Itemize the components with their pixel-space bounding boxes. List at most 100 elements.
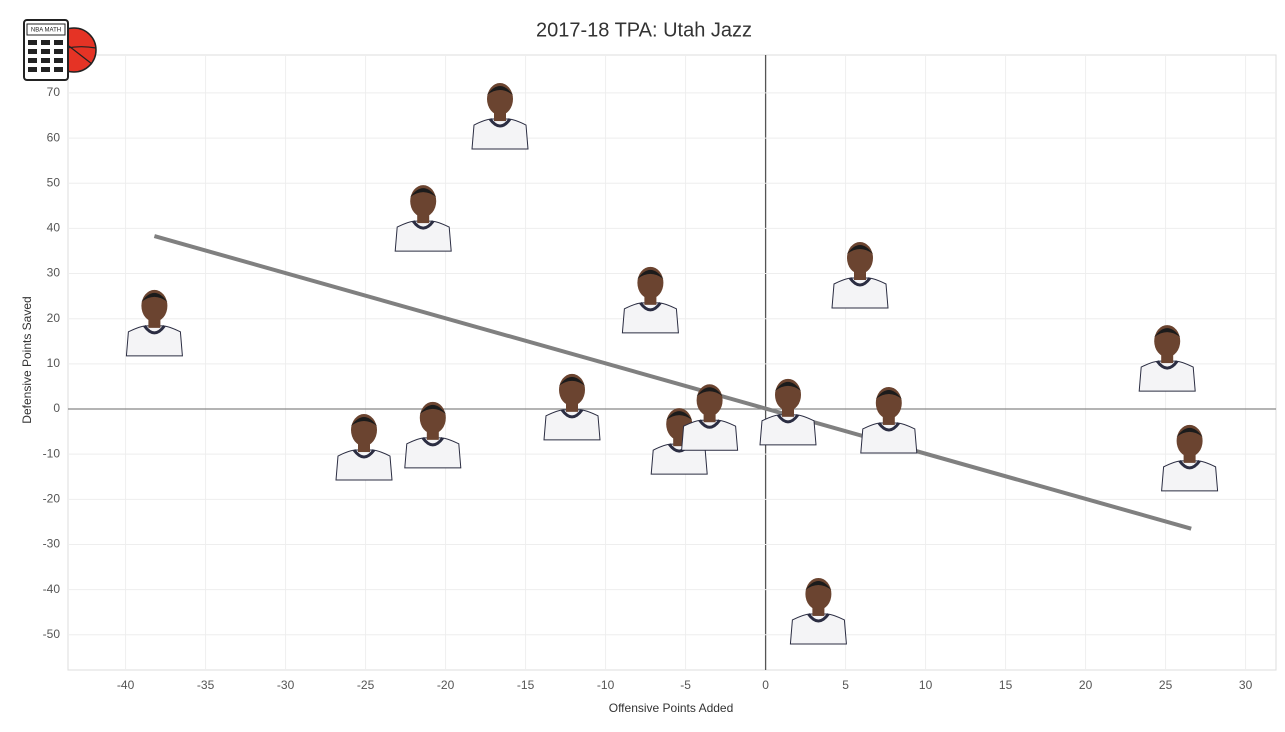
neck	[782, 406, 794, 417]
y-tick-label: -20	[43, 491, 61, 505]
x-tick-label: 15	[999, 678, 1013, 692]
jersey	[860, 422, 918, 454]
collar	[352, 449, 376, 459]
jersey	[789, 613, 847, 645]
player-marker	[335, 414, 393, 481]
x-tick-label: -15	[517, 678, 535, 692]
neck	[566, 401, 578, 412]
y-tick-label: 60	[47, 130, 61, 144]
x-tick-label: -10	[597, 678, 615, 692]
y-tick-label: 40	[47, 221, 61, 235]
player-marker	[789, 577, 847, 645]
collar	[776, 413, 800, 424]
x-tick-label: 10	[919, 678, 933, 692]
hair	[1154, 328, 1181, 338]
jersey	[471, 118, 529, 150]
jersey	[543, 409, 601, 441]
hair	[775, 381, 801, 391]
hair	[487, 86, 513, 96]
grid	[68, 55, 1276, 670]
hair	[805, 580, 832, 590]
neck	[644, 294, 657, 305]
player-marker	[681, 384, 739, 451]
player-marker	[759, 378, 817, 446]
y-tick-label: 10	[47, 356, 61, 370]
collar	[877, 422, 901, 432]
x-tick-label: -5	[680, 678, 691, 692]
y-axis-label: Defensive Points Saved	[20, 296, 34, 423]
jersey	[681, 419, 739, 451]
player-marker	[543, 373, 601, 441]
collar	[1155, 360, 1179, 370]
trend-line	[153, 234, 1192, 531]
neck	[812, 605, 825, 616]
hair	[351, 417, 377, 427]
logo-text: NBA MATH	[31, 28, 61, 34]
y-tick-label: -10	[43, 446, 61, 460]
neck	[417, 213, 430, 224]
hair	[419, 404, 446, 414]
collar	[143, 324, 166, 335]
neck	[1161, 353, 1174, 364]
hair	[696, 387, 723, 397]
collar	[1178, 459, 1201, 470]
chart-title: 2017-18 TPA: Utah Jazz	[536, 19, 752, 41]
jersey	[125, 325, 183, 357]
collar	[639, 301, 662, 312]
neck	[426, 429, 439, 440]
x-tick-label: 30	[1239, 678, 1253, 692]
hair	[410, 188, 437, 198]
plot-area	[67, 54, 1277, 671]
collar	[698, 419, 721, 429]
y-tick-label: 70	[47, 85, 61, 99]
collar	[488, 118, 512, 128]
y-tick-label: 50	[47, 175, 61, 189]
logo: NBA MATH	[23, 19, 97, 81]
player-marker	[471, 83, 529, 150]
player-marker	[394, 185, 452, 252]
jersey	[759, 414, 817, 446]
hair	[875, 389, 902, 399]
x-tick-label: -35	[197, 678, 215, 692]
jersey	[1161, 460, 1219, 492]
jersey	[1138, 360, 1196, 392]
x-tick-label: -25	[357, 678, 375, 692]
hair	[847, 244, 873, 254]
collar	[560, 408, 584, 419]
x-axis-label: Offensive Points Added	[609, 701, 734, 715]
collar	[421, 436, 445, 447]
hair	[666, 411, 693, 421]
x-tick-label: 25	[1159, 678, 1173, 692]
x-tick-label: -40	[117, 678, 135, 692]
y-tick-label: 20	[47, 311, 61, 325]
neck	[673, 436, 686, 447]
player-marker	[1161, 424, 1219, 492]
player-marker	[621, 266, 679, 334]
neck	[148, 317, 161, 328]
hair	[1176, 427, 1203, 437]
neck	[1183, 452, 1196, 463]
x-tick-label: 0	[762, 678, 769, 692]
y-tick-label: 30	[47, 266, 61, 280]
y-tick-label: -40	[43, 582, 61, 596]
neck	[882, 414, 895, 425]
player-marker	[1138, 325, 1196, 392]
jersey	[404, 437, 462, 469]
jersey	[621, 302, 679, 334]
hair	[141, 292, 168, 302]
player-marker	[404, 401, 462, 469]
y-tick-label: -50	[43, 627, 61, 641]
collar	[807, 613, 830, 623]
x-tick-label: -20	[437, 678, 455, 692]
hair	[559, 376, 585, 386]
y-tick-label: 0	[53, 401, 60, 415]
collar	[848, 277, 872, 287]
neck	[358, 442, 370, 453]
y-tick-label: -30	[43, 537, 61, 551]
jersey	[394, 220, 452, 252]
collar	[411, 220, 435, 230]
jersey	[831, 277, 889, 309]
player-marker	[125, 289, 183, 357]
jersey	[335, 449, 393, 481]
